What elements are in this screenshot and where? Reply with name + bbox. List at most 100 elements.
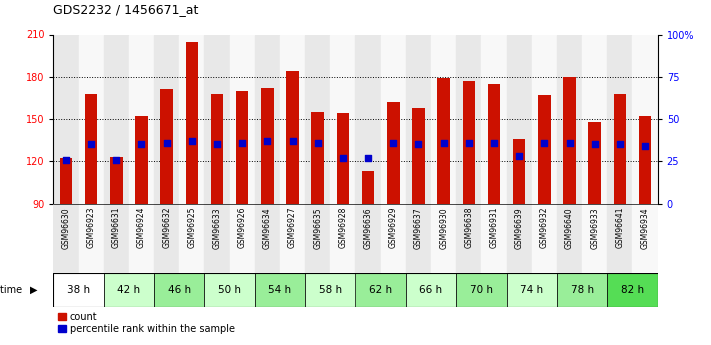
Bar (53, 34, 78, 204)
Text: GSM96636: GSM96636 (363, 207, 373, 249)
Bar (557, 273, 607, 307)
Point (438, 140, 449, 146)
Bar (506, 204, 532, 273)
Bar (78, 204, 104, 273)
Bar (210, 94, 223, 204)
Bar (129, 204, 154, 273)
Bar (104, 204, 129, 273)
Text: GSM96930: GSM96930 (439, 207, 448, 249)
Bar (607, 204, 633, 273)
Text: GSM96637: GSM96637 (414, 207, 423, 249)
Bar (431, 204, 456, 273)
Bar (305, 34, 331, 204)
Bar (161, 89, 173, 204)
Text: time: time (0, 285, 26, 295)
Text: GSM96929: GSM96929 (389, 207, 397, 248)
Text: GSM96632: GSM96632 (162, 207, 171, 248)
Text: GSM96633: GSM96633 (213, 207, 222, 249)
Point (488, 140, 500, 146)
Bar (633, 34, 658, 204)
Bar (331, 34, 356, 204)
Text: 50 h: 50 h (218, 285, 241, 295)
Text: 82 h: 82 h (621, 285, 644, 295)
Bar (607, 34, 633, 204)
Point (186, 138, 198, 144)
Bar (336, 114, 349, 204)
Bar (513, 139, 525, 204)
Text: GSM96926: GSM96926 (237, 207, 247, 248)
Bar (110, 157, 122, 204)
Bar (104, 34, 129, 204)
Text: 66 h: 66 h (419, 285, 443, 295)
Bar (255, 273, 305, 307)
Text: GSM96933: GSM96933 (590, 207, 599, 249)
Point (513, 154, 525, 159)
Bar (488, 84, 501, 204)
Bar (380, 34, 406, 204)
Bar (305, 204, 331, 273)
Bar (236, 91, 248, 204)
Bar (205, 273, 255, 307)
Bar (230, 204, 255, 273)
Bar (638, 116, 651, 204)
Bar (230, 34, 255, 204)
Point (589, 142, 600, 147)
Bar (104, 273, 154, 307)
Point (614, 142, 626, 147)
Bar (437, 78, 450, 204)
Text: 58 h: 58 h (319, 285, 342, 295)
Bar (60, 158, 73, 204)
Bar (557, 204, 582, 273)
Bar (205, 204, 230, 273)
Bar (255, 34, 280, 204)
Bar (331, 204, 356, 273)
Bar (186, 41, 198, 204)
Text: GSM96923: GSM96923 (87, 207, 95, 248)
Text: 78 h: 78 h (570, 285, 594, 295)
Bar (456, 34, 481, 204)
Bar (633, 204, 658, 273)
Bar (154, 273, 205, 307)
Bar (456, 273, 506, 307)
Bar (154, 34, 179, 204)
Text: GSM96925: GSM96925 (187, 207, 196, 248)
Bar (380, 204, 406, 273)
Point (161, 140, 172, 146)
Bar (607, 273, 658, 307)
Bar (205, 34, 230, 204)
Bar (356, 204, 380, 273)
Bar (261, 88, 274, 204)
Bar (179, 34, 205, 204)
Bar (287, 71, 299, 204)
Text: 74 h: 74 h (520, 285, 543, 295)
Point (237, 140, 248, 146)
Bar (614, 94, 626, 204)
Bar (179, 204, 205, 273)
Text: GSM96640: GSM96640 (565, 207, 574, 249)
Text: GSM96641: GSM96641 (616, 207, 624, 248)
Bar (406, 34, 431, 204)
Text: GSM96630: GSM96630 (61, 207, 70, 249)
Bar (506, 34, 532, 204)
Text: 42 h: 42 h (117, 285, 141, 295)
Text: ▶: ▶ (31, 285, 38, 295)
Bar (589, 122, 601, 204)
Bar (53, 273, 104, 307)
Bar (255, 204, 280, 273)
Point (564, 140, 575, 146)
Bar (563, 77, 576, 204)
Bar (78, 34, 104, 204)
Bar (53, 204, 78, 273)
Text: GSM96639: GSM96639 (515, 207, 524, 249)
Point (287, 138, 298, 144)
Bar (481, 34, 506, 204)
Point (85, 142, 97, 147)
Bar (406, 273, 456, 307)
Bar (154, 204, 179, 273)
Point (639, 143, 651, 149)
Point (387, 140, 399, 146)
Bar (463, 81, 475, 204)
Point (337, 155, 348, 161)
Bar (362, 171, 375, 204)
Bar (356, 34, 380, 204)
